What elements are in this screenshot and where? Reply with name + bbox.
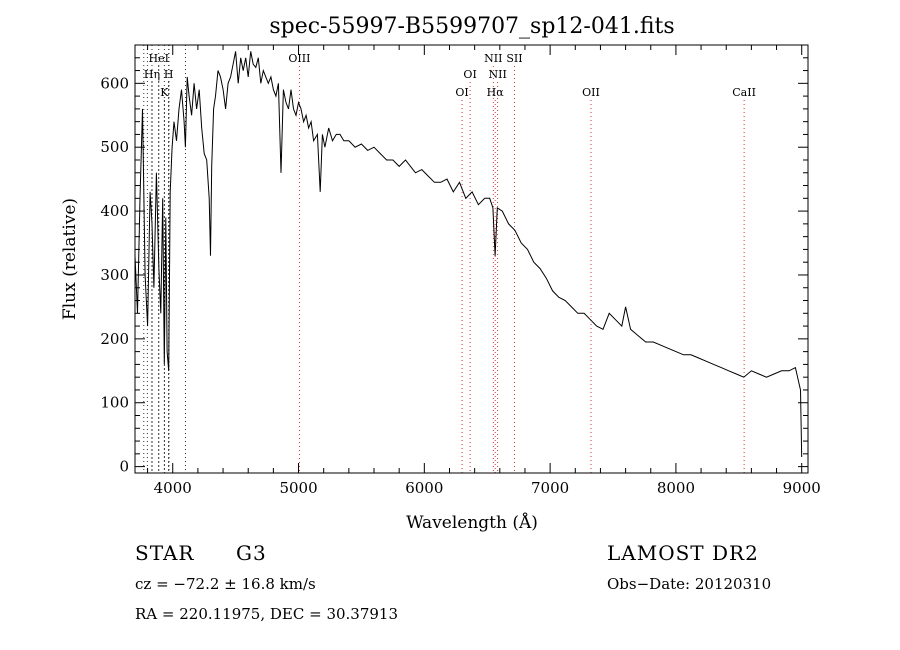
spectral-line-label: NII: [484, 52, 502, 65]
spectral-line-label: OII: [582, 86, 600, 99]
spectrum-line: [134, 51, 803, 458]
redshift-cz: cz = −72.2 ± 16.8 km/s: [135, 575, 316, 593]
spectral-line-label: OI: [455, 86, 468, 99]
y-axis: 0 100 200 300 400 500 600: [100, 57, 808, 476]
x-tick-label: 4000: [154, 479, 192, 497]
chart-title: spec-55997-B5599707_sp12-041.fits: [269, 14, 674, 39]
y-tick-label: 200: [100, 330, 129, 348]
y-tick-label: 100: [100, 394, 129, 412]
y-tick-label: 300: [100, 266, 129, 284]
y-axis-label: Flux (relative): [60, 198, 80, 320]
ra-dec-coordinates: RA = 220.11975, DEC = 30.37913: [135, 605, 399, 623]
x-axis-label: Wavelength (Å): [406, 512, 538, 533]
x-tick-label: 5000: [279, 479, 317, 497]
balmer-line-markers: [143, 45, 186, 473]
plot-frame: [134, 44, 809, 474]
observation-date: Obs−Date: 20120310: [607, 575, 772, 593]
object-subclass: G3: [236, 541, 267, 565]
survey-name: LAMOST DR2: [607, 541, 759, 565]
x-tick-label: 9000: [783, 479, 821, 497]
y-tick-label: 0: [119, 458, 129, 476]
y-tick-label: 600: [100, 74, 129, 92]
y-tick-label: 500: [100, 138, 129, 156]
spectral-line-labels: HeI Hη HK OIII OI OI NII SII NII Hα OII CaII: [144, 52, 756, 99]
y-tick-label: 400: [100, 202, 129, 220]
spectral-line-label: K: [160, 86, 169, 99]
spectral-line-label: NII: [489, 68, 507, 81]
x-tick-label: 7000: [531, 479, 569, 497]
spectral-line-label: HeI: [149, 52, 169, 65]
spectral-line-label: SII: [506, 52, 522, 65]
x-tick-label: 6000: [405, 479, 443, 497]
spectral-line-label: OI: [463, 68, 476, 81]
spectral-line-label: CaII: [732, 86, 756, 99]
spectral-line-label: H: [164, 68, 174, 81]
object-class: STAR: [135, 541, 195, 565]
x-tick-label: 8000: [657, 479, 695, 497]
x-axis: 4000 5000 6000 7000 8000 9000: [147, 45, 821, 497]
spectral-line-label: OIII: [288, 52, 310, 65]
spectral-line-label: Hα: [487, 86, 505, 99]
spectral-line-label: Hη: [144, 68, 160, 81]
spectral-line-markers: [151, 66, 745, 473]
